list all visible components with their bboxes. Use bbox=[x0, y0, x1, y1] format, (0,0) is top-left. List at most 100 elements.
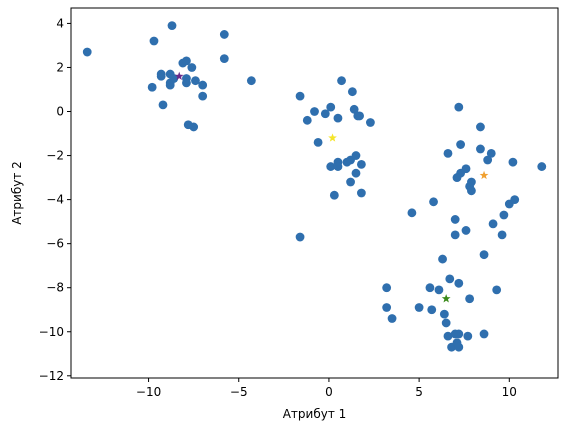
y-tick-label: 4 bbox=[56, 16, 64, 30]
data-point bbox=[219, 30, 229, 39]
y-tick-label: −8 bbox=[46, 281, 64, 295]
data-point bbox=[425, 283, 435, 293]
data-point bbox=[443, 148, 453, 158]
data-point bbox=[326, 102, 336, 112]
y-tick-label: −6 bbox=[46, 237, 64, 251]
data-point bbox=[82, 47, 92, 57]
x-axis-ticks: −10 −5 0 5 10 bbox=[136, 378, 517, 399]
data-point bbox=[465, 294, 475, 304]
data-point bbox=[483, 155, 493, 165]
data-point bbox=[414, 303, 424, 312]
data-point bbox=[467, 186, 476, 196]
x-tick-label: 10 bbox=[502, 385, 517, 399]
plot-area-frame bbox=[70, 7, 559, 379]
data-point bbox=[165, 80, 175, 90]
data-point bbox=[438, 254, 447, 264]
data-point bbox=[182, 56, 191, 66]
stars-layer bbox=[174, 71, 489, 303]
data-point bbox=[450, 215, 460, 224]
data-point bbox=[461, 226, 471, 235]
centroid-star-marker bbox=[174, 71, 184, 80]
data-point bbox=[508, 157, 518, 167]
points-layer bbox=[82, 21, 547, 352]
centroid-star-marker bbox=[479, 170, 489, 180]
y-tick-label: 0 bbox=[56, 105, 64, 119]
y-axis-label: Атрибут 2 bbox=[10, 161, 24, 225]
data-point bbox=[476, 122, 485, 132]
data-point bbox=[441, 318, 451, 328]
data-point bbox=[382, 283, 392, 293]
data-point bbox=[219, 54, 229, 64]
data-point bbox=[189, 122, 199, 132]
data-point bbox=[326, 162, 336, 171]
data-point bbox=[452, 173, 462, 182]
x-axis-label: Атрибут 1 bbox=[283, 407, 347, 421]
data-point bbox=[456, 140, 465, 149]
data-point bbox=[302, 115, 312, 125]
data-point bbox=[427, 305, 437, 315]
data-point bbox=[382, 303, 392, 312]
data-point bbox=[476, 144, 485, 154]
y-axis-ticks: −12 −10 −8 −6 −4 −2 0 2 4 bbox=[39, 16, 71, 383]
data-point bbox=[504, 199, 514, 209]
data-point bbox=[366, 118, 375, 127]
y-tick-label: 2 bbox=[56, 60, 64, 74]
data-point bbox=[295, 91, 305, 101]
centroid-star-marker bbox=[328, 133, 337, 142]
data-point bbox=[492, 285, 502, 295]
y-tick-label: −2 bbox=[46, 149, 64, 163]
data-point bbox=[454, 102, 464, 112]
data-point bbox=[439, 309, 449, 319]
data-point bbox=[333, 162, 343, 171]
y-tick-label: −4 bbox=[46, 193, 64, 207]
data-point bbox=[497, 230, 507, 240]
data-point bbox=[454, 342, 464, 352]
data-point bbox=[198, 91, 208, 101]
data-point bbox=[463, 331, 473, 341]
data-point bbox=[349, 104, 359, 114]
data-point bbox=[320, 109, 330, 119]
data-point bbox=[329, 190, 339, 200]
centroid-star-marker bbox=[441, 294, 451, 303]
data-point bbox=[486, 148, 496, 158]
x-tick-label: −10 bbox=[136, 385, 161, 399]
data-point bbox=[187, 63, 197, 72]
data-point bbox=[313, 137, 323, 147]
y-tick-label: −10 bbox=[39, 325, 64, 339]
data-point bbox=[488, 219, 498, 229]
data-point bbox=[182, 78, 191, 88]
data-point bbox=[445, 274, 455, 284]
data-point bbox=[355, 111, 364, 121]
data-point bbox=[407, 208, 417, 218]
data-point bbox=[450, 230, 460, 240]
data-point bbox=[356, 188, 366, 198]
data-point bbox=[149, 36, 159, 46]
data-point bbox=[156, 69, 166, 79]
x-tick-label: 0 bbox=[325, 385, 333, 399]
data-point bbox=[169, 74, 179, 83]
data-point bbox=[246, 76, 256, 86]
data-point bbox=[537, 162, 547, 171]
x-tick-label: 5 bbox=[415, 385, 423, 399]
data-point bbox=[333, 113, 343, 123]
data-point bbox=[167, 21, 177, 31]
data-point bbox=[198, 80, 208, 90]
data-point bbox=[429, 197, 438, 207]
data-point bbox=[356, 159, 366, 169]
data-point bbox=[147, 82, 157, 92]
data-point bbox=[347, 87, 357, 97]
data-point bbox=[351, 168, 361, 178]
data-point bbox=[454, 329, 464, 339]
data-point bbox=[158, 100, 168, 110]
y-tick-label: −12 bbox=[39, 369, 64, 383]
data-point bbox=[295, 232, 305, 242]
data-point bbox=[351, 151, 361, 160]
data-point bbox=[479, 329, 489, 339]
x-tick-label: −5 bbox=[230, 385, 248, 399]
data-point bbox=[479, 250, 489, 260]
data-point bbox=[337, 76, 346, 86]
data-point bbox=[443, 331, 453, 341]
data-point bbox=[454, 278, 464, 288]
data-point bbox=[310, 107, 319, 116]
